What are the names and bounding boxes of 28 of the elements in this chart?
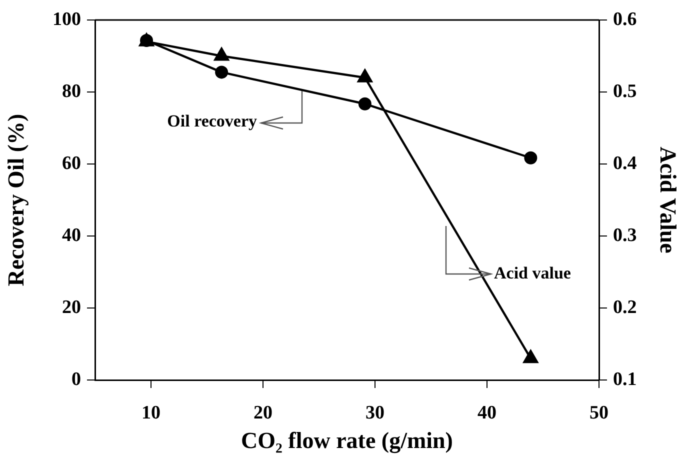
x-tick-label: 30: [366, 402, 384, 424]
y2-tick-label: 0.1: [613, 368, 637, 390]
point: [214, 47, 230, 61]
x-tick-label: 50: [590, 402, 608, 424]
y2-axis-title: Acid Value: [655, 146, 680, 254]
x-tick-label: 20: [254, 402, 272, 424]
x-tick-label: 40: [478, 402, 496, 424]
x-tick-label: 10: [142, 402, 160, 424]
point: [357, 68, 373, 82]
point: [215, 66, 228, 79]
y-tick-label: 20: [62, 296, 81, 318]
point: [522, 349, 539, 364]
point: [358, 97, 372, 110]
series-label: Acid value: [494, 263, 572, 282]
x-axis-title: CO₂ flow rate (g/min): [241, 428, 453, 454]
y-tick-label: 80: [62, 80, 81, 102]
point: [524, 151, 538, 164]
y-tick-label: 100: [52, 8, 81, 30]
y-tick-label: 60: [62, 152, 81, 174]
y-tick-label: 0: [72, 368, 81, 390]
y-tick-label: 40: [62, 224, 81, 246]
y2-tick-label: 0.4: [613, 152, 638, 174]
y2-tick-label: 0.3: [613, 224, 637, 246]
y-axis-title: Recovery Oil (%): [4, 114, 29, 286]
y2-tick-label: 0.2: [613, 296, 637, 318]
series-label: Oil recovery: [167, 111, 258, 130]
y2-tick-label: 0.5: [613, 80, 637, 102]
y2-tick-label: 0.6: [613, 8, 637, 30]
